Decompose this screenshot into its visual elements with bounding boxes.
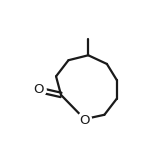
Text: O: O	[33, 84, 43, 96]
Text: O: O	[79, 114, 90, 127]
Circle shape	[33, 83, 46, 97]
Circle shape	[78, 112, 91, 126]
